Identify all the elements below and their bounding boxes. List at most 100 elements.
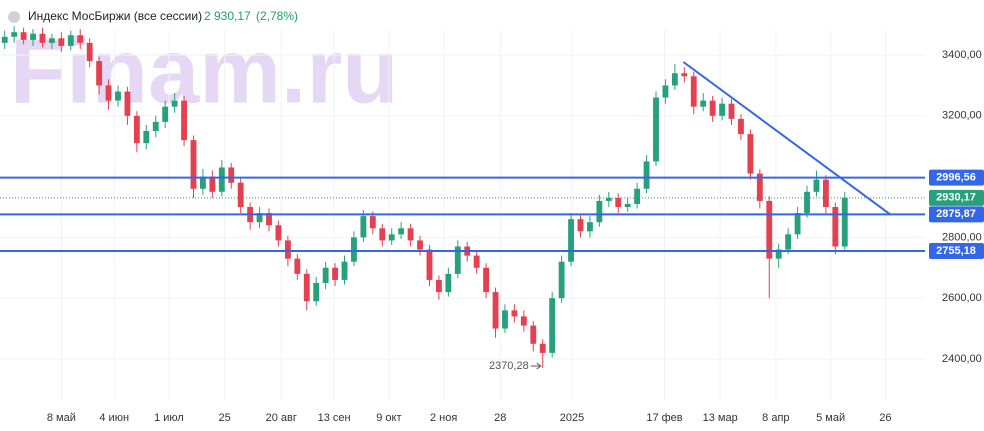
candle-body (96, 61, 103, 86)
level-badge (929, 206, 984, 223)
candle-body (351, 237, 357, 262)
x-tick-label: 5 май (816, 412, 845, 424)
candle-body (549, 298, 556, 353)
candle-body (218, 167, 225, 192)
x-tick-label: 13 мар (703, 412, 738, 424)
x-tick-label: 8 май (47, 412, 76, 424)
candle-body (20, 32, 27, 40)
candle-body (653, 97, 659, 162)
candle-body (785, 234, 792, 250)
y-tick-label: 3400,00 (942, 49, 982, 61)
x-tick-label: 4 июн (99, 412, 129, 424)
candle-body (341, 261, 348, 280)
x-tick-label: 17 фев (646, 412, 682, 424)
candle-body (662, 85, 669, 98)
candle-body (756, 173, 763, 201)
candle-body (605, 197, 612, 201)
candle-body (152, 121, 159, 132)
price-badge-label: 2930,17 (936, 192, 976, 204)
candle-body (322, 267, 329, 283)
candle-body (200, 176, 206, 189)
candle-body (690, 76, 697, 107)
candle-body (700, 100, 707, 107)
candle-body (67, 35, 74, 46)
candle-body (105, 85, 112, 101)
x-tick-label: 8 апр (762, 412, 789, 424)
y-tick-label: 2600,00 (942, 292, 982, 304)
candle-body (643, 161, 650, 189)
candle-body (48, 38, 55, 43)
candle-body (284, 240, 291, 259)
trendline (682, 61, 891, 216)
candle-body (369, 216, 376, 229)
candle-body (794, 213, 801, 235)
symbol-icon (8, 11, 20, 23)
x-tick-label: 25 (219, 412, 231, 424)
candle-body (483, 267, 490, 293)
level-label: 2875,87 (936, 208, 976, 220)
x-tick-label: 1 июл (154, 412, 184, 424)
candle-body (86, 42, 93, 62)
candle-body (719, 103, 725, 116)
candle-body (502, 310, 508, 329)
candle-body (634, 188, 641, 204)
annotation-label: 2370,28 (489, 360, 529, 372)
level-label: 2755,18 (936, 245, 976, 257)
x-tick-label: 13 сен (318, 412, 351, 424)
candle-body (162, 106, 169, 122)
candle-body (709, 100, 716, 116)
candle-body (303, 273, 310, 302)
candle-body (388, 234, 395, 241)
candle-body (822, 179, 829, 207)
candle-body (568, 219, 574, 262)
level-badge (929, 169, 984, 186)
annotation-arrowhead (536, 362, 542, 370)
candle-body (832, 206, 839, 247)
candle-body (237, 182, 244, 207)
candle-body (11, 32, 18, 37)
candle-body (728, 103, 735, 119)
candle-body (332, 267, 339, 280)
candle-body (492, 292, 499, 329)
level-label: 2996,56 (936, 172, 976, 184)
change-label: (2,78%) (256, 9, 298, 23)
candle-body (520, 316, 527, 326)
candle-body (615, 197, 622, 207)
x-tick-label: 26 (879, 412, 891, 424)
chart-title: Индекс МосБиржи (все сессии) (28, 9, 202, 23)
candle-body (445, 273, 452, 293)
candle-body (577, 219, 584, 232)
candle-body (133, 115, 140, 144)
candle-body (294, 258, 301, 274)
candle-body (766, 200, 773, 259)
candle-body (473, 255, 480, 268)
candle-body (435, 279, 442, 293)
candle-body (313, 282, 320, 302)
candle-body (77, 35, 84, 43)
candle-body (747, 134, 754, 174)
price-label: 2 930,17 (204, 9, 251, 23)
candle-body (596, 200, 603, 223)
candle-body (209, 176, 216, 192)
candle-body (1, 36, 8, 43)
x-tick-label: 9 окт (376, 412, 401, 424)
candle-body (143, 131, 150, 144)
price-badge (929, 189, 984, 206)
y-tick-label: 3200,00 (942, 110, 982, 122)
candle-body (426, 249, 433, 280)
candle-body (360, 216, 367, 238)
candle-body (804, 191, 810, 214)
candle-body (813, 179, 820, 192)
candle-body (115, 91, 121, 101)
candle-body (256, 213, 263, 223)
level-badge (929, 243, 984, 260)
candle-body (379, 228, 386, 241)
candle-body (681, 73, 688, 77)
candle-body (181, 100, 187, 141)
candle-body (171, 100, 178, 107)
candle-body (586, 222, 593, 232)
candle-body (190, 140, 197, 189)
candle-body (58, 38, 65, 46)
candle-body (275, 225, 282, 241)
